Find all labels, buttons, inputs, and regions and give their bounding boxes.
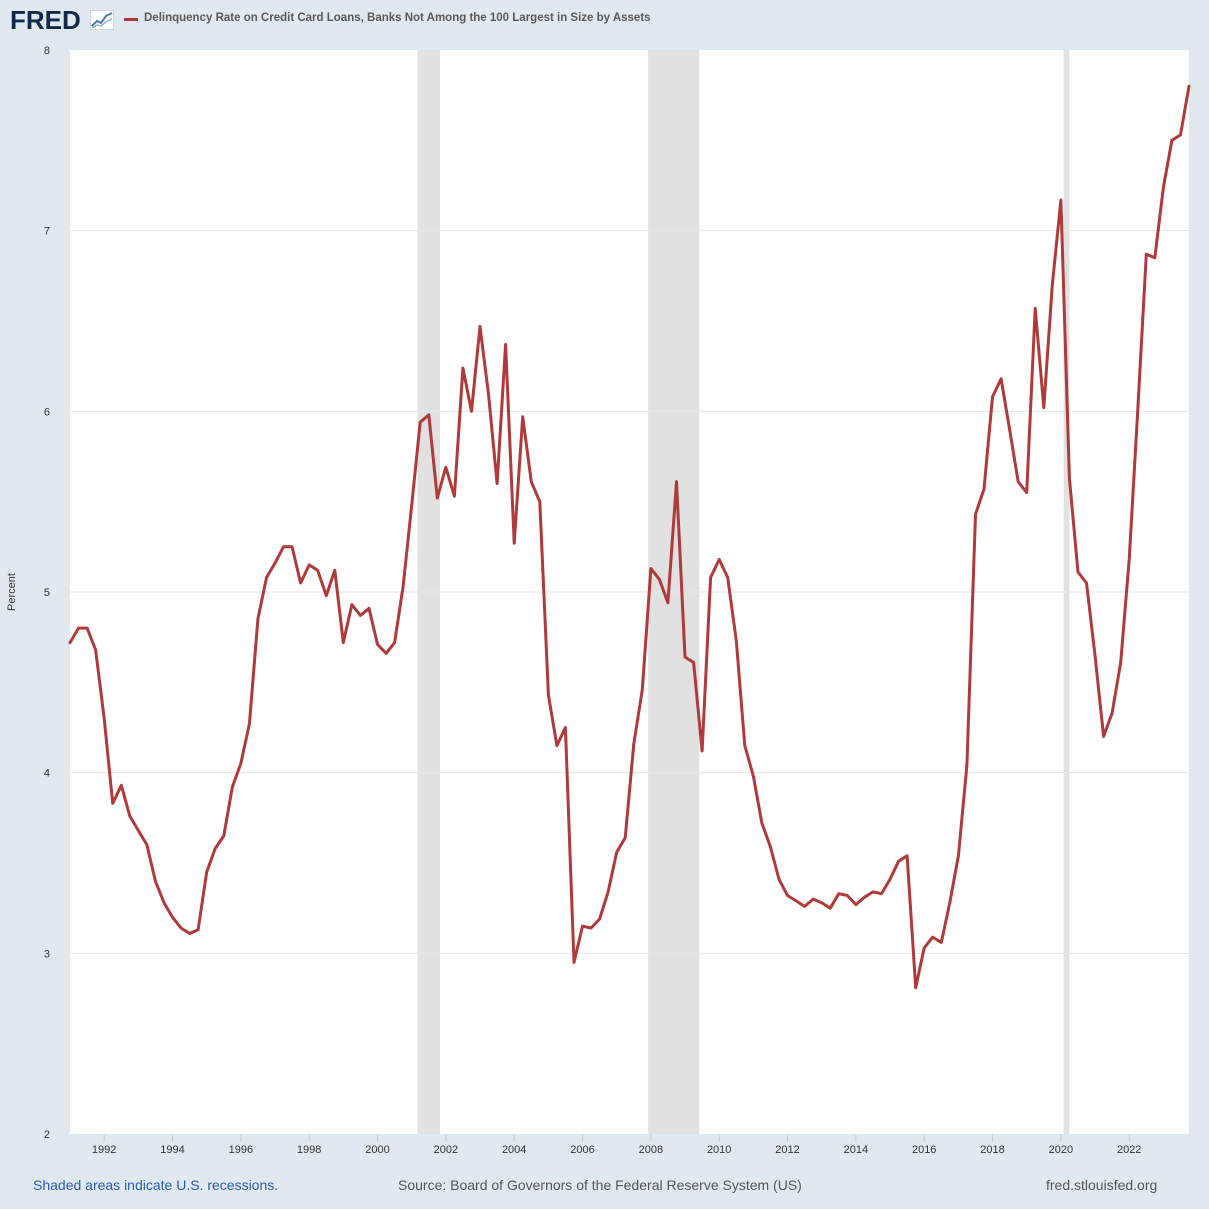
x-tick-label: 2020 (1049, 1144, 1073, 1156)
x-tick-label: 2008 (639, 1144, 663, 1156)
x-tick-label: 2012 (775, 1144, 799, 1156)
fred-logo-graph-icon (90, 10, 114, 30)
x-tick-label: 2014 (844, 1144, 868, 1156)
x-tick-label: 2000 (365, 1144, 389, 1156)
x-tick-label: 2016 (912, 1144, 936, 1156)
y-axis-label: Percent (6, 573, 18, 611)
y-tick-label: 7 (44, 226, 50, 238)
x-tick-label: 2018 (980, 1144, 1004, 1156)
y-tick-label: 6 (44, 406, 50, 418)
x-tick-label: 1994 (160, 1144, 184, 1156)
legend-series-swatch (124, 18, 138, 21)
y-tick-label: 2 (44, 1129, 50, 1141)
x-tick-label: 2006 (570, 1144, 594, 1156)
source-note: Source: Board of Governors of the Federa… (398, 1177, 802, 1193)
chart-header: FRED Delinquency Rate on Credit Card Loa… (0, 0, 1209, 40)
legend-series-label[interactable]: Delinquency Rate on Credit Card Loans, B… (144, 12, 651, 24)
x-tick-label: 1998 (297, 1144, 321, 1156)
fred-logo[interactable]: FRED (10, 5, 81, 35)
recession-note-link[interactable]: Shaded areas indicate U.S. recessions. (33, 1177, 279, 1193)
y-tick-label: 8 (44, 45, 50, 57)
series-line (68, 84, 1191, 990)
x-tick-label: 1996 (229, 1144, 253, 1156)
y-tick-label: 3 (44, 948, 50, 960)
x-tick-label: 2002 (434, 1144, 458, 1156)
x-tick-label: 1992 (92, 1144, 116, 1156)
x-tick-label: 2004 (502, 1144, 526, 1156)
y-tick-label: 5 (44, 587, 50, 599)
x-tick-label: 2010 (707, 1144, 731, 1156)
fred-site-link[interactable]: fred.stlouisfed.org (1046, 1177, 1158, 1193)
x-tick-label: 2022 (1117, 1144, 1141, 1156)
y-tick-label: 4 (44, 768, 50, 780)
